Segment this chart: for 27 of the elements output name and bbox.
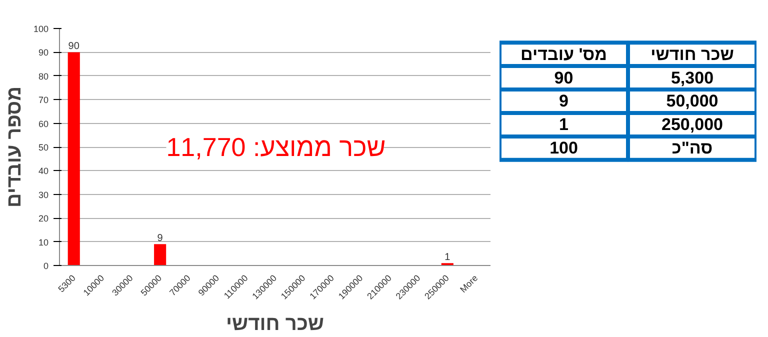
text: 1 <box>559 115 568 134</box>
text: סה"כ <box>672 138 713 158</box>
text: 100 <box>550 138 578 158</box>
y-tick-label: 100 <box>33 24 49 34</box>
y-tick-label: 80 <box>38 71 49 82</box>
text: 9 <box>559 92 568 111</box>
category-label: מס' עובדים <box>520 44 607 64</box>
y-tick-label: 70 <box>38 95 49 106</box>
text: 5,300 <box>670 68 714 88</box>
y-tick-label: 30 <box>38 190 49 200</box>
x-axis-title: שכר חודשי <box>226 312 324 335</box>
data-label: 90 <box>68 41 80 52</box>
category-label: שכר חודשי <box>650 44 734 64</box>
y-tick-label: 90 <box>38 48 49 58</box>
data-label: 9 <box>157 233 164 244</box>
y-axis-title: מספר עובדים <box>3 86 26 208</box>
y-tick-label: 40 <box>38 166 49 176</box>
y-tick-label: 50 <box>38 142 49 152</box>
text: 250,000 <box>662 115 723 134</box>
y-tick-label: 0 <box>43 261 49 271</box>
annotation: שכר ממוצע: 11,770 <box>166 132 386 162</box>
y-tick-label: 10 <box>38 237 49 248</box>
text: 90 <box>554 68 574 88</box>
text: 50,000 <box>666 92 718 111</box>
data-label: 1 <box>444 252 451 264</box>
y-tick-label: 60 <box>38 118 49 129</box>
y-tick-label: 20 <box>38 214 49 224</box>
